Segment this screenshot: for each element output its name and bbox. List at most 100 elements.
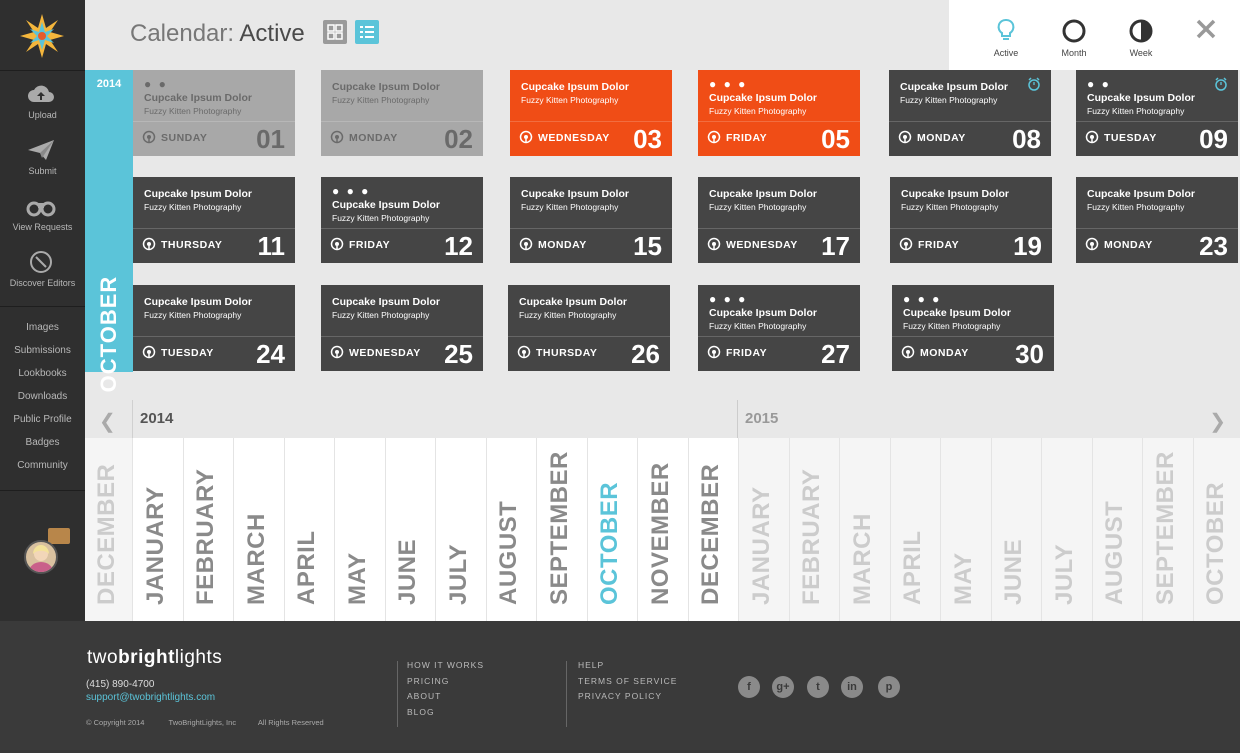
company-name: TwoBrightLights, Inc bbox=[168, 718, 237, 727]
footer-link-about[interactable]: ABOUT bbox=[407, 691, 442, 701]
footer-brand[interactable]: twobrightlights bbox=[87, 647, 222, 669]
more-dots-icon[interactable]: ● ● ● bbox=[709, 77, 748, 91]
month-band: 2014 OCTOBER bbox=[85, 70, 133, 392]
footer-link-terms[interactable]: TERMS OF SERVICE bbox=[578, 675, 678, 686]
calendar-card[interactable]: Cupcake Ipsum Dolor Fuzzy Kitten Photogra… bbox=[890, 177, 1052, 263]
timeline-month[interactable]: DECEMBER bbox=[689, 438, 739, 621]
calendar-card[interactable]: Cupcake Ipsum Dolor Fuzzy Kitten Photogra… bbox=[510, 70, 672, 156]
calendar-card[interactable]: ● ● ● Cupcake Ipsum Dolor Fuzzy Kitten Pho… bbox=[892, 285, 1054, 371]
timeline-month[interactable]: NOVEMBER bbox=[638, 438, 689, 621]
view-week-label: Week bbox=[1129, 48, 1153, 58]
view-week-button[interactable]: Week bbox=[1116, 18, 1166, 58]
view-month-button[interactable]: Month bbox=[1049, 18, 1099, 58]
sidebar-link-downloads[interactable]: Downloads bbox=[17, 391, 68, 402]
more-dots-icon[interactable]: ● ● ● bbox=[709, 292, 748, 306]
twitter-icon[interactable]: t bbox=[807, 676, 829, 698]
footer-email[interactable]: support@twobrightlights.com bbox=[86, 692, 216, 703]
timeline-month[interactable]: SEPTEMBER bbox=[537, 438, 588, 621]
timeline-month[interactable]: AUGUST bbox=[487, 438, 537, 621]
card-title: Cupcake Ipsum Dolor bbox=[332, 81, 440, 93]
timeline-month[interactable]: JULY bbox=[1042, 438, 1093, 621]
card-title: Cupcake Ipsum Dolor bbox=[903, 307, 1011, 319]
card-day-number: 23 bbox=[1199, 231, 1228, 261]
card-title: Cupcake Ipsum Dolor bbox=[144, 188, 252, 200]
google-plus-icon[interactable]: g+ bbox=[772, 676, 794, 698]
timeline-month[interactable]: FEBRUARY bbox=[184, 438, 234, 621]
card-title: Cupcake Ipsum Dolor bbox=[519, 296, 627, 308]
calendar-card[interactable]: Cupcake Ipsum Dolor Fuzzy Kitten Photogra… bbox=[510, 177, 672, 263]
more-dots-icon[interactable]: ● ● bbox=[144, 77, 168, 91]
calendar-card[interactable]: Cupcake Ipsum Dolor Fuzzy Kitten Photogra… bbox=[889, 70, 1051, 156]
timeline-month[interactable]: FEBRUARY bbox=[789, 438, 840, 621]
calendar-card[interactable]: Cupcake Ipsum Dolor Fuzzy Kitten Photogra… bbox=[321, 70, 483, 156]
timeline-month[interactable]: MARCH bbox=[840, 438, 891, 621]
page-header: Calendar: Active bbox=[85, 0, 949, 70]
grid-view-button[interactable] bbox=[323, 20, 347, 44]
timeline-month[interactable]: MARCH bbox=[234, 438, 285, 621]
list-view-button[interactable] bbox=[355, 20, 379, 44]
card-subtitle: Fuzzy Kitten Photography bbox=[332, 95, 430, 105]
calendar-card[interactable]: Cupcake Ipsum Dolor Fuzzy Kitten Photogra… bbox=[133, 285, 295, 371]
chevron-right-icon[interactable]: ❯ bbox=[1209, 411, 1226, 433]
timeline-months: DECEMBER JANUARY FEBRUARY MARCH APRIL MAY JUNE… bbox=[85, 438, 1240, 621]
avatar[interactable] bbox=[24, 540, 58, 574]
calendar-card[interactable]: Cupcake Ipsum Dolor Fuzzy Kitten Photogra… bbox=[133, 177, 295, 263]
calendar-card[interactable]: ● ● ● Cupcake Ipsum Dolor Fuzzy Kitten Pho… bbox=[698, 285, 860, 371]
sidebar-link-lookbooks[interactable]: Lookbooks bbox=[18, 368, 67, 379]
footer-link-blog[interactable]: BLOG bbox=[407, 706, 435, 717]
chevron-left-icon[interactable]: ❮ bbox=[99, 411, 116, 433]
footer-link-pricing[interactable]: PRICING bbox=[407, 675, 450, 686]
calendar-card[interactable]: ● ● ● Cupcake Ipsum Dolor Fuzzy Kitten Pho… bbox=[321, 177, 483, 263]
sidebar-item-submit[interactable]: Submit bbox=[0, 134, 85, 190]
more-dots-icon[interactable]: ● ● bbox=[1087, 77, 1111, 91]
timeline-month[interactable]: AUGUST bbox=[1092, 438, 1143, 621]
view-active-button[interactable]: Active bbox=[981, 18, 1031, 58]
calendar-card[interactable]: Cupcake Ipsum Dolor Fuzzy Kitten Photogra… bbox=[1076, 177, 1238, 263]
timeline-month[interactable]: OCTOBER bbox=[1193, 438, 1240, 621]
timeline-month[interactable]: DECEMBER bbox=[85, 438, 133, 621]
timeline-month[interactable]: JUNE bbox=[991, 438, 1042, 621]
calendar-card[interactable]: ● ● Cupcake Ipsum Dolor Fuzzy Kitten Photo… bbox=[133, 70, 295, 156]
timeline-month[interactable]: JUNE bbox=[386, 438, 436, 621]
sidebar-link-public-profile[interactable]: Public Profile bbox=[13, 414, 72, 425]
sidebar-item-upload[interactable]: Upload bbox=[0, 78, 85, 134]
calendar-card[interactable]: Cupcake Ipsum Dolor Fuzzy Kitten Photogra… bbox=[321, 285, 483, 371]
card-subtitle: Fuzzy Kitten Photography bbox=[709, 106, 807, 116]
timeline-month[interactable]: APRIL bbox=[890, 438, 941, 621]
sidebar-link-community[interactable]: Community bbox=[17, 460, 68, 471]
linkedin-icon[interactable]: in bbox=[841, 676, 863, 698]
alarm-icon[interactable] bbox=[1214, 77, 1228, 91]
pinterest-icon[interactable]: p bbox=[878, 676, 900, 698]
chat-icon[interactable] bbox=[48, 528, 70, 544]
calendar-card[interactable]: ● ● ● Cupcake Ipsum Dolor Fuzzy Kitten Pho… bbox=[698, 70, 860, 156]
timeline-month[interactable]: OCTOBER bbox=[588, 438, 638, 621]
more-dots-icon[interactable]: ● ● ● bbox=[332, 184, 371, 198]
sidebar-link-badges[interactable]: Badges bbox=[25, 437, 60, 448]
calendar-card[interactable]: Cupcake Ipsum Dolor Fuzzy Kitten Photogra… bbox=[508, 285, 670, 371]
card-subtitle: Fuzzy Kitten Photography bbox=[519, 310, 617, 320]
close-icon[interactable] bbox=[1193, 16, 1219, 42]
timeline-month[interactable]: JULY bbox=[436, 438, 487, 621]
alarm-icon[interactable] bbox=[1027, 77, 1041, 91]
card-title: Cupcake Ipsum Dolor bbox=[1087, 92, 1195, 104]
rights-text: All Rights Reserved bbox=[257, 718, 324, 727]
calendar-card[interactable]: Cupcake Ipsum Dolor Fuzzy Kitten Photogra… bbox=[698, 177, 860, 263]
binoculars-icon bbox=[26, 201, 56, 217]
timeline-month[interactable]: APRIL bbox=[285, 438, 335, 621]
sidebar-link-images[interactable]: Images bbox=[26, 322, 59, 333]
timeline-month[interactable]: MAY bbox=[941, 438, 992, 621]
timeline-month[interactable]: SEPTEMBER bbox=[1143, 438, 1194, 621]
sidebar-item-view-requests[interactable]: View Requests bbox=[0, 190, 85, 246]
timeline-month[interactable]: JANUARY bbox=[739, 438, 790, 621]
footer-link-how-it-works[interactable]: HOW IT WORKS bbox=[407, 660, 485, 670]
sidebar-link-submissions[interactable]: Submissions bbox=[14, 345, 71, 356]
facebook-icon[interactable]: f bbox=[738, 676, 760, 698]
footer-link-privacy[interactable]: PRIVACY POLICY bbox=[578, 691, 663, 701]
calendar-card[interactable]: ● ● Cupcake Ipsum Dolor Fuzzy Kitten Photo… bbox=[1076, 70, 1238, 156]
footer-link-help[interactable]: HELP bbox=[578, 660, 605, 670]
timeline-month[interactable]: JANUARY bbox=[133, 438, 184, 621]
logo[interactable] bbox=[0, 0, 85, 71]
timeline-month[interactable]: MAY bbox=[335, 438, 386, 621]
more-dots-icon[interactable]: ● ● ● bbox=[903, 292, 942, 306]
sidebar-item-discover-editors[interactable]: Discover Editors bbox=[0, 246, 85, 302]
